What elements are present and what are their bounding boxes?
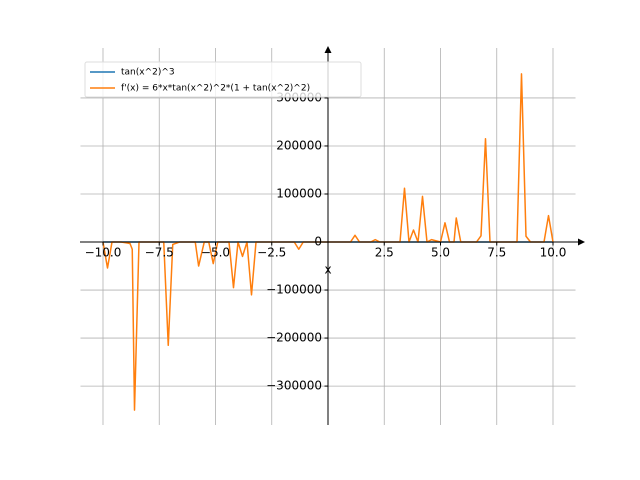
y-tick-label: 0 [314, 235, 322, 249]
legend-box [84, 61, 362, 98]
x-axis-label: x [324, 263, 331, 277]
legend-label: f'(x) = 6*x*tan(x^2)^2*(1 + tan(x^2)^2) [121, 84, 310, 94]
x-tick-label: −7.5 [145, 246, 174, 260]
legend: tan(x^2)^3 f'(x) = 6*x*tan(x^2)^2*(1 + ta… [84, 61, 362, 98]
x-tick-label: 7.5 [487, 246, 506, 260]
x-tick-label: 5.0 [431, 246, 450, 260]
x-tick-label: 2.5 [375, 246, 394, 260]
x-tick-label: −5.0 [201, 246, 230, 260]
x-arrow [578, 238, 585, 246]
series-line [102, 73, 554, 411]
x-tick-label: 10.0 [540, 246, 567, 260]
y-tick-label: 100000 [276, 186, 322, 200]
legend-label: tan(x^2)^3 [121, 68, 175, 78]
x-tick-label: −10.0 [85, 246, 122, 260]
y-tick-label: −200000 [266, 331, 322, 345]
x-tick-label: −2.5 [257, 246, 286, 260]
y-arrow [324, 46, 332, 53]
y-tick-label: −100000 [266, 283, 322, 297]
y-tick-label: −300000 [266, 379, 322, 393]
y-tick-label: 200000 [276, 138, 322, 152]
